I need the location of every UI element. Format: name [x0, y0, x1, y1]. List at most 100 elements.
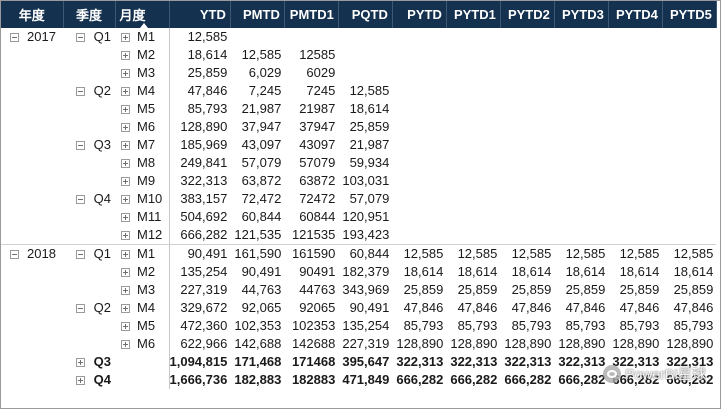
value-cell: 135,254	[180, 264, 228, 279]
column-header-measure[interactable]: PYTD2	[500, 1, 555, 28]
value-cell	[338, 28, 392, 46]
value-cell: 322,313	[180, 173, 228, 188]
column-header-measure[interactable]: PQTD	[338, 1, 393, 28]
column-header-month[interactable]: 月度	[115, 1, 170, 28]
value-cell: 12,585	[349, 83, 390, 98]
table-row: M12 666,282 121,535 121535 193,423	[1, 226, 716, 245]
value-cell: 18,614	[457, 264, 498, 279]
collapse-icon[interactable]	[75, 303, 85, 313]
value-cell	[392, 136, 446, 154]
value-cell: 25,859	[619, 282, 660, 297]
header-row: 年度 季度 月度 YTD PMTD PMTD1 PQTD PYTD PYTD1 PYTD2 P…	[1, 1, 717, 28]
value-cell: 43097	[299, 137, 336, 152]
value-cell: 666,282	[612, 372, 660, 387]
collapse-icon[interactable]	[75, 86, 85, 96]
expand-icon[interactable]	[121, 104, 130, 114]
value-cell	[554, 64, 608, 82]
year-cell	[1, 82, 63, 100]
column-header-measure[interactable]: PYTD3	[554, 1, 609, 28]
expand-icon[interactable]	[121, 122, 130, 132]
column-header-measure[interactable]: PYTD4	[608, 1, 663, 28]
quarter-cell	[63, 281, 115, 299]
value-cell: 12,585	[187, 29, 228, 44]
column-header-measure[interactable]: PMTD1	[284, 1, 339, 28]
table-row: M2 18,614 12,585 12585	[1, 46, 716, 64]
value-cell: 182,379	[342, 264, 390, 279]
value-cell: 322,313	[504, 354, 552, 369]
value-cell	[500, 118, 554, 136]
value-cell: 59,934	[349, 155, 390, 170]
expand-icon[interactable]	[75, 357, 85, 367]
quarter-label: Q2	[93, 83, 111, 98]
expand-icon[interactable]	[121, 321, 130, 331]
expand-icon[interactable]	[121, 32, 130, 42]
month-label: M9	[137, 173, 156, 188]
quarter-cell	[63, 172, 115, 190]
column-header-measure[interactable]: PYTD1	[446, 1, 501, 28]
value-cell: 7,245	[248, 83, 282, 98]
month-label: M10	[137, 191, 163, 206]
month-cell	[115, 371, 170, 389]
collapse-icon[interactable]	[10, 249, 19, 259]
collapse-icon[interactable]	[75, 249, 85, 259]
expand-icon[interactable]	[121, 249, 130, 259]
value-cell	[446, 226, 500, 245]
table-row: M3 227,319 44,763 44763 343,969 25,859 25,859 2…	[1, 281, 716, 299]
value-cell: 128,890	[666, 336, 714, 351]
value-cell: 666,282	[666, 372, 714, 387]
value-cell: 90,491	[241, 264, 282, 279]
collapse-icon[interactable]	[75, 32, 85, 42]
collapse-icon[interactable]	[10, 32, 19, 42]
value-cell: 60,844	[338, 244, 393, 263]
month-label: M7	[137, 137, 156, 152]
value-cell: 128,890	[504, 336, 552, 351]
expand-icon[interactable]	[121, 86, 130, 96]
expand-icon[interactable]	[121, 230, 130, 240]
expand-icon[interactable]	[121, 339, 130, 349]
expand-icon[interactable]	[121, 176, 130, 186]
value-cell	[500, 64, 554, 82]
value-cell	[500, 82, 554, 100]
value-cell: 504,692	[180, 209, 228, 224]
column-header-measure[interactable]: PYTD5	[662, 1, 717, 28]
month-label: M5	[137, 318, 156, 333]
value-cell: 25,859	[349, 119, 390, 134]
value-cell	[662, 226, 716, 245]
value-cell	[554, 82, 608, 100]
column-header-measure[interactable]: PYTD	[392, 1, 447, 28]
collapse-icon[interactable]	[75, 140, 85, 150]
column-header-measure[interactable]: PMTD	[230, 1, 285, 28]
value-cell: 21,987	[241, 101, 282, 116]
month-cell: M6	[115, 335, 170, 353]
value-cell	[608, 154, 662, 172]
column-header-measure[interactable]: YTD	[169, 1, 231, 28]
column-header-quarter[interactable]: 季度	[63, 1, 116, 28]
value-cell: 85,793	[457, 318, 498, 333]
expand-icon[interactable]	[121, 212, 130, 222]
expand-icon[interactable]	[75, 375, 85, 385]
month-cell: M1	[115, 28, 170, 46]
quarter-label: Q1	[93, 29, 111, 44]
value-cell: 25,859	[511, 282, 552, 297]
month-cell: M3	[115, 281, 170, 299]
value-cell	[446, 64, 500, 82]
expand-icon[interactable]	[121, 140, 130, 150]
value-cell: 121535	[291, 227, 336, 242]
expand-icon[interactable]	[121, 194, 130, 204]
expand-icon[interactable]	[121, 285, 130, 295]
collapse-icon[interactable]	[75, 194, 85, 204]
table-row: M6 128,890 37,947 37947 25,859	[1, 118, 716, 136]
expand-icon[interactable]	[121, 50, 130, 60]
expand-icon[interactable]	[121, 267, 130, 277]
expand-icon[interactable]	[121, 158, 130, 168]
year-label: 2017	[27, 29, 56, 44]
value-cell: 227,319	[342, 336, 390, 351]
table-row: M3 25,859 6,029 6029	[1, 64, 716, 82]
expand-icon[interactable]	[121, 303, 130, 313]
value-cell: 128,890	[180, 119, 228, 134]
value-cell	[554, 136, 608, 154]
column-header-year[interactable]: 年度	[1, 1, 64, 28]
expand-icon[interactable]	[121, 68, 130, 78]
table-row: 2017 Q1 M1 12,585	[1, 28, 716, 46]
